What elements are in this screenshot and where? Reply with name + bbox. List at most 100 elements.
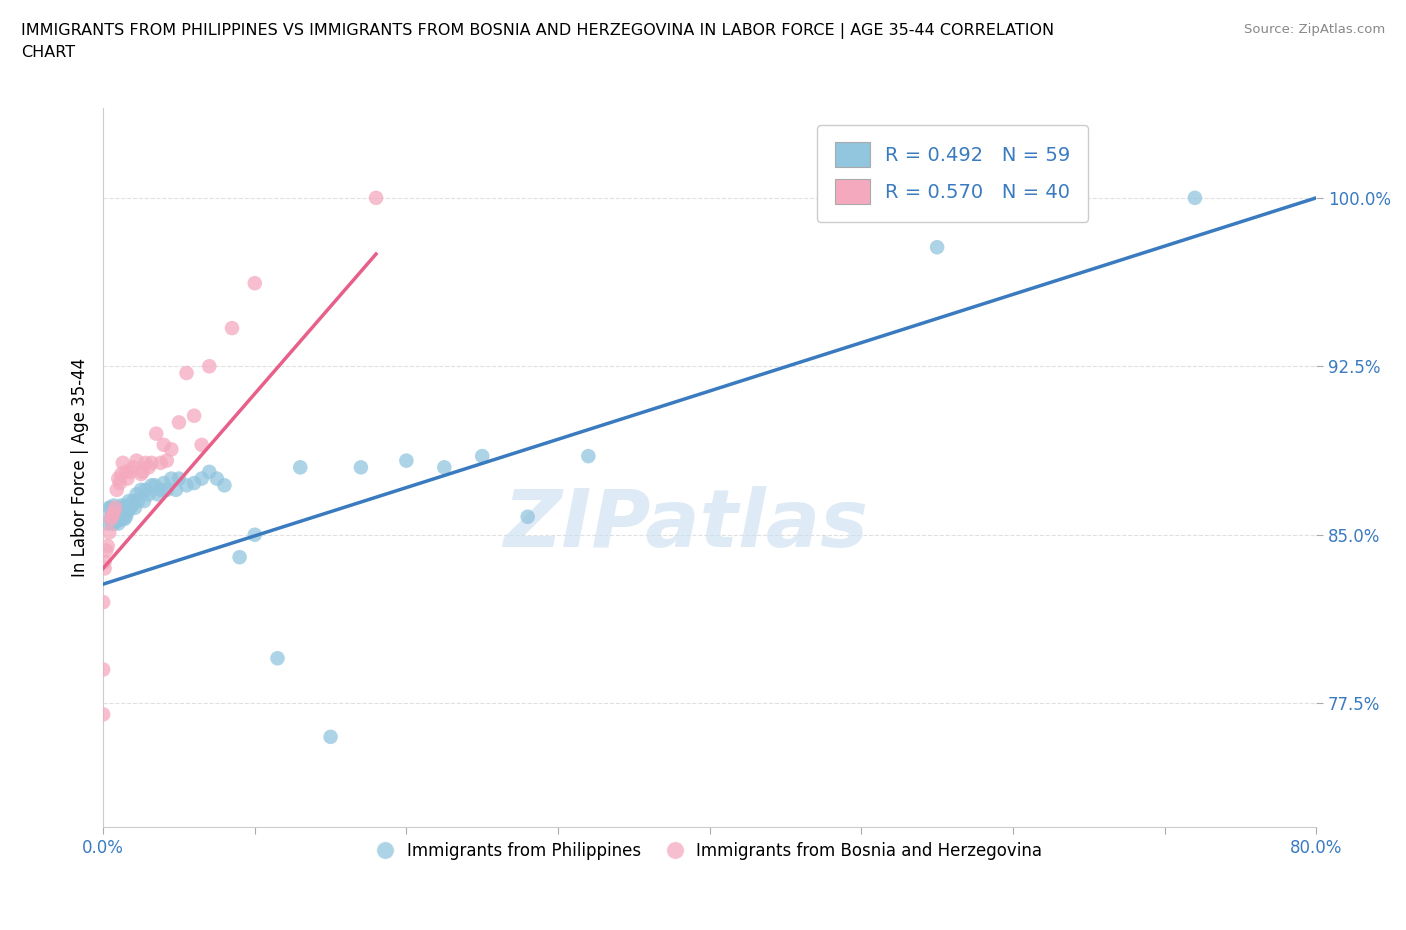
Point xyxy=(516,510,538,525)
Point xyxy=(117,505,139,520)
Point xyxy=(183,475,205,490)
Point xyxy=(104,500,127,515)
Point xyxy=(138,487,160,502)
Point xyxy=(98,525,121,540)
Point xyxy=(319,729,342,744)
Point xyxy=(183,408,205,423)
Point xyxy=(98,500,121,515)
Point xyxy=(120,464,142,479)
Point xyxy=(110,498,132,513)
Point xyxy=(132,494,155,509)
Point xyxy=(927,240,949,255)
Point xyxy=(107,472,129,486)
Point xyxy=(110,467,132,482)
Point xyxy=(91,707,114,722)
Y-axis label: In Labor Force | Age 35-44: In Labor Force | Age 35-44 xyxy=(72,358,89,577)
Point xyxy=(433,460,456,475)
Point xyxy=(91,594,114,609)
Point xyxy=(138,460,160,475)
Point xyxy=(110,512,132,526)
Point xyxy=(135,456,157,471)
Point xyxy=(97,516,120,531)
Point xyxy=(129,483,152,498)
Point xyxy=(100,510,122,525)
Point xyxy=(103,516,125,531)
Point xyxy=(91,662,114,677)
Point xyxy=(115,498,138,513)
Point xyxy=(214,478,236,493)
Point xyxy=(124,500,146,515)
Point xyxy=(115,510,138,525)
Point xyxy=(146,487,169,502)
Point xyxy=(107,505,129,520)
Point xyxy=(118,494,141,509)
Point xyxy=(143,478,166,493)
Point xyxy=(105,483,128,498)
Point xyxy=(167,472,190,486)
Point xyxy=(205,472,228,486)
Point xyxy=(243,275,266,290)
Point xyxy=(135,483,157,498)
Point xyxy=(198,464,221,479)
Point xyxy=(117,472,139,486)
Point xyxy=(101,510,124,525)
Point xyxy=(141,478,163,493)
Point xyxy=(395,453,418,468)
Point xyxy=(100,500,122,515)
Point xyxy=(101,516,124,531)
Point xyxy=(198,359,221,374)
Point xyxy=(364,191,387,206)
Point xyxy=(97,538,120,553)
Point xyxy=(112,512,135,526)
Legend: Immigrants from Philippines, Immigrants from Bosnia and Herzegovina: Immigrants from Philippines, Immigrants … xyxy=(368,834,1050,869)
Point xyxy=(221,321,243,336)
Point xyxy=(108,475,131,490)
Point xyxy=(1184,191,1206,206)
Point xyxy=(104,505,127,520)
Point xyxy=(176,365,198,380)
Point xyxy=(290,460,312,475)
Point xyxy=(93,561,115,576)
Point xyxy=(165,483,187,498)
Point xyxy=(104,512,127,526)
Point xyxy=(156,453,179,468)
Point xyxy=(266,651,288,666)
Point xyxy=(176,478,198,493)
Point xyxy=(350,460,373,475)
Point xyxy=(121,498,143,513)
Point xyxy=(122,494,145,509)
Point xyxy=(96,543,118,558)
Point xyxy=(160,472,183,486)
Point xyxy=(120,500,142,515)
Point xyxy=(160,442,183,457)
Text: IMMIGRANTS FROM PHILIPPINES VS IMMIGRANTS FROM BOSNIA AND HERZEGOVINA IN LABOR F: IMMIGRANTS FROM PHILIPPINES VS IMMIGRANT… xyxy=(21,23,1054,60)
Point xyxy=(576,448,599,463)
Point xyxy=(93,554,115,569)
Point xyxy=(190,437,212,452)
Point xyxy=(111,456,134,471)
Point xyxy=(125,487,148,502)
Point xyxy=(149,483,172,498)
Point xyxy=(243,527,266,542)
Point xyxy=(471,448,494,463)
Point xyxy=(129,467,152,482)
Point xyxy=(122,460,145,475)
Point xyxy=(156,483,179,498)
Point xyxy=(107,516,129,531)
Text: Source: ZipAtlas.com: Source: ZipAtlas.com xyxy=(1244,23,1385,36)
Point xyxy=(131,464,153,479)
Point xyxy=(103,505,125,520)
Point xyxy=(152,437,174,452)
Point xyxy=(149,456,172,471)
Point xyxy=(167,415,190,430)
Point xyxy=(100,512,122,526)
Point xyxy=(115,464,138,479)
Text: ZIPatlas: ZIPatlas xyxy=(503,485,868,564)
Point xyxy=(141,456,163,471)
Point xyxy=(152,475,174,490)
Point xyxy=(228,550,250,565)
Point xyxy=(105,513,128,528)
Point xyxy=(125,453,148,468)
Point xyxy=(145,426,167,441)
Point xyxy=(108,500,131,515)
